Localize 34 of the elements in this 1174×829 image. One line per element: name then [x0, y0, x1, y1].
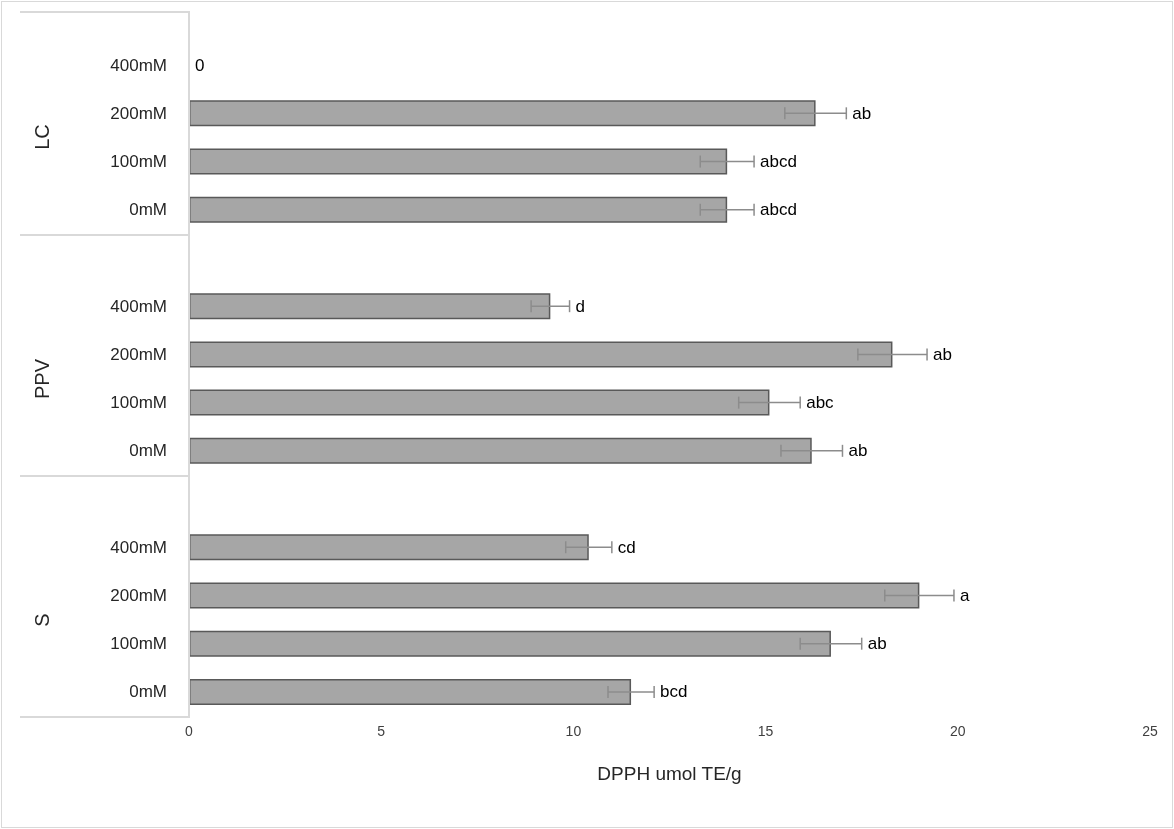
- y-tick-label: 0mM: [129, 200, 167, 220]
- text: LC: [30, 124, 54, 151]
- y-tick-label: 200mM: [110, 103, 167, 123]
- data-label: bcd: [660, 682, 688, 702]
- x-axis-title: DPPH umol TE/g: [597, 763, 742, 784]
- text: S: [30, 612, 54, 627]
- data-label: 0: [195, 55, 205, 75]
- x-tick-label: 0: [185, 723, 194, 739]
- y-tick-label: 200mM: [110, 585, 167, 605]
- y-tick-label: 400mM: [110, 537, 167, 557]
- y-tick-label: 400mM: [110, 296, 167, 316]
- y-tick-label: 400mM: [110, 55, 167, 75]
- x-tick-label: 25: [1142, 723, 1158, 739]
- data-label: ab: [867, 634, 887, 654]
- x-tick-label: 15: [757, 723, 774, 739]
- data-label: ab: [933, 344, 952, 364]
- data-label: d: [575, 296, 586, 316]
- y-tick-label: 0mM: [129, 441, 167, 461]
- y-tick-label: 100mM: [110, 634, 167, 654]
- y-tick-label: 100mM: [110, 152, 167, 172]
- y-tick-label: 0mM: [129, 682, 167, 702]
- data-label: abcd: [760, 152, 797, 172]
- data-label: a: [959, 585, 970, 605]
- data-label: cd: [617, 537, 636, 557]
- data-label: ab: [852, 103, 872, 123]
- text: PPV: [30, 358, 54, 399]
- x-tick-label: 5: [377, 723, 386, 739]
- y-tick-label: 100mM: [110, 393, 167, 413]
- x-tick-label: 10: [565, 723, 582, 739]
- data-label: abcd: [760, 200, 797, 220]
- x-tick-label: 20: [950, 723, 966, 739]
- data-label: abc: [806, 393, 835, 413]
- y-tick-label: 200mM: [110, 344, 167, 364]
- data-label: ab: [848, 441, 868, 461]
